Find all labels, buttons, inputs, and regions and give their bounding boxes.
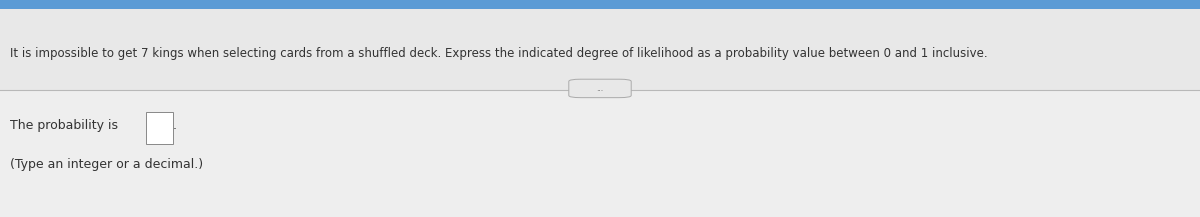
Text: .: . bbox=[173, 119, 176, 132]
Bar bbox=[0, 9, 1200, 91]
Bar bbox=[0, 91, 1200, 217]
FancyBboxPatch shape bbox=[146, 112, 173, 144]
Text: (Type an integer or a decimal.): (Type an integer or a decimal.) bbox=[10, 158, 203, 171]
FancyBboxPatch shape bbox=[569, 79, 631, 98]
Text: It is impossible to get 7 kings when selecting cards from a shuffled deck. Expre: It is impossible to get 7 kings when sel… bbox=[10, 47, 988, 60]
Text: The probability is: The probability is bbox=[10, 119, 118, 132]
Text: ...: ... bbox=[596, 84, 604, 93]
Bar bbox=[0, 0, 1200, 9]
